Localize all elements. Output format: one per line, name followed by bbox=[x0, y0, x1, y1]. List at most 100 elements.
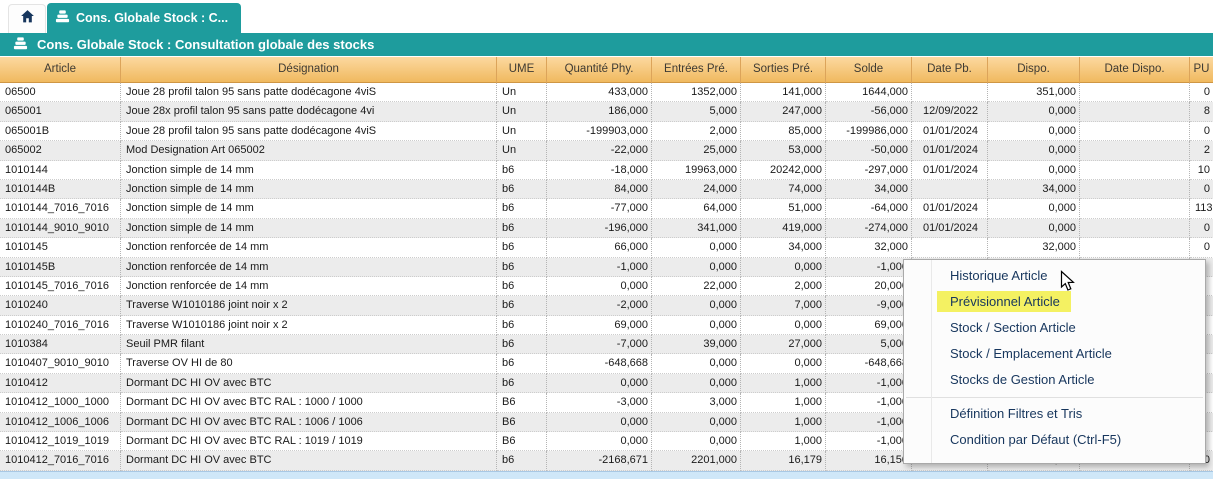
menu-item[interactable]: Stock / Emplacement Article bbox=[904, 341, 1205, 367]
cell-ume: B6 bbox=[497, 412, 547, 433]
cell-article: 1010412 bbox=[0, 373, 121, 394]
tab-home[interactable] bbox=[8, 4, 46, 33]
cell-qte_phy: 84,000 bbox=[547, 179, 652, 200]
cell-designation: Traverse W1010186 joint noir x 2 bbox=[121, 315, 497, 336]
cell-designation: Dormant DC HI OV avec BTC RAL : 1000 / 1… bbox=[121, 393, 497, 413]
cell-pu: 0 bbox=[1190, 238, 1213, 258]
tab-active-cons-globale-stock[interactable]: Cons. Globale Stock : C... × bbox=[47, 3, 250, 33]
cell-pu: 0 bbox=[1190, 83, 1213, 103]
cell-dispo: 0,000 bbox=[988, 199, 1080, 219]
cell-article: 065001B bbox=[0, 121, 121, 142]
cell-ume: b6 bbox=[497, 354, 547, 374]
column-header-sorties_pre[interactable]: Sorties Pré. bbox=[741, 57, 826, 83]
cell-dispo: 0,000 bbox=[988, 102, 1080, 122]
cell-sorties_pre: 53,000 bbox=[741, 141, 826, 161]
cell-date_dispo bbox=[1080, 218, 1190, 239]
column-header-date_pb[interactable]: Date Pb. bbox=[912, 57, 988, 83]
cell-qte_phy: 0,000 bbox=[547, 373, 652, 394]
table-row[interactable]: 065002 Mod Designation Art 065002 Un -22,00… bbox=[0, 141, 1213, 161]
cell-dispo: 351,000 bbox=[988, 83, 1080, 103]
column-header-solde[interactable]: Solde bbox=[826, 57, 912, 83]
cell-date_dispo bbox=[1080, 199, 1190, 219]
table-row[interactable]: 065001B Joue 28 profil talon 95 sans patt… bbox=[0, 121, 1213, 142]
cell-article: 1010384 bbox=[0, 335, 121, 355]
cell-sorties_pre: 1,000 bbox=[741, 373, 826, 394]
cell-sorties_pre: 1,000 bbox=[741, 412, 826, 433]
cell-designation: Traverse W1010186 joint noir x 2 bbox=[121, 296, 497, 316]
cell-date_pb: 01/01/2024 bbox=[912, 121, 988, 142]
cell-entrees_pre: 0,000 bbox=[652, 412, 741, 433]
cell-entrees_pre: 0,000 bbox=[652, 432, 741, 452]
cell-ume: b6 bbox=[497, 179, 547, 200]
context-menu: Historique Article Prévisionnel Article St… bbox=[903, 259, 1206, 464]
cell-designation: Joue 28x profil talon 95 sans patte dodé… bbox=[121, 102, 497, 122]
table-row[interactable]: 1010145 Jonction renforcée de 14 mm b6 66,0… bbox=[0, 238, 1213, 258]
cell-solde: -1,000 bbox=[826, 432, 912, 452]
column-header-pu[interactable]: PU bbox=[1190, 57, 1213, 83]
cell-designation: Jonction renforcée de 14 mm bbox=[121, 276, 497, 297]
cell-qte_phy: 433,000 bbox=[547, 83, 652, 103]
column-header-ume[interactable]: UME bbox=[497, 57, 547, 83]
cell-date_pb: 01/01/2024 bbox=[912, 160, 988, 180]
table-row[interactable]: 1010144 Jonction simple de 14 mm b6 -18,000… bbox=[0, 160, 1213, 180]
cell-solde: -1,000 bbox=[826, 412, 912, 433]
cell-pu: 0 bbox=[1190, 180, 1213, 200]
column-header-date_dispo[interactable]: Date Dispo. bbox=[1080, 57, 1190, 83]
cell-ume: b6 bbox=[497, 160, 547, 180]
cell-ume: b6 bbox=[497, 296, 547, 316]
cell-entrees_pre: 25,000 bbox=[652, 141, 741, 161]
cell-solde: -648,668 bbox=[826, 354, 912, 374]
cell-designation: Mod Designation Art 065002 bbox=[121, 141, 497, 161]
cell-ume: Un bbox=[497, 141, 547, 161]
cell-ume: Un bbox=[497, 102, 547, 122]
menu-item-label: Stock / Section Article bbox=[950, 320, 1076, 335]
table-row[interactable]: 1010144B Jonction simple de 14 mm b6 84,000… bbox=[0, 179, 1213, 200]
cell-pu: 0 bbox=[1190, 219, 1213, 239]
column-header-dispo[interactable]: Dispo. bbox=[988, 57, 1080, 83]
table-row[interactable]: 1010144_9010_9010 Jonction simple de 14 m… bbox=[0, 218, 1213, 239]
cell-date_dispo bbox=[1080, 238, 1190, 258]
cell-date_dispo bbox=[1080, 102, 1190, 122]
cell-qte_phy: 69,000 bbox=[547, 315, 652, 336]
menu-item[interactable]: Stock / Section Article bbox=[904, 315, 1205, 341]
column-header-designation[interactable]: Désignation bbox=[121, 57, 497, 83]
cell-date_dispo bbox=[1080, 83, 1190, 103]
table-row[interactable]: 06500 Joue 28 profil talon 95 sans patte … bbox=[0, 83, 1213, 103]
menu-item[interactable]: Stocks de Gestion Article bbox=[904, 367, 1205, 393]
cell-date_pb: 01/01/2024 bbox=[912, 218, 988, 239]
cell-ume: b6 bbox=[497, 373, 547, 394]
column-header-entrees_pre[interactable]: Entrées Pré. bbox=[652, 57, 741, 83]
menu-separator bbox=[906, 397, 1203, 398]
cell-sorties_pre: 51,000 bbox=[741, 199, 826, 219]
cell-ume: Un bbox=[497, 121, 547, 142]
cell-ume: b6 bbox=[497, 199, 547, 219]
cell-designation: Traverse OV HI de 80 bbox=[121, 354, 497, 374]
cell-pu: 0 bbox=[1190, 122, 1213, 142]
column-header-article[interactable]: Article bbox=[0, 57, 121, 83]
selected-row-partial[interactable] bbox=[0, 471, 1213, 479]
cell-solde: -64,000 bbox=[826, 199, 912, 219]
menu-item[interactable]: Prévisionnel Article bbox=[904, 289, 1205, 315]
cell-solde: -1,000 bbox=[826, 373, 912, 394]
close-icon[interactable]: × bbox=[242, 10, 251, 26]
cell-article: 1010412_1006_1006 bbox=[0, 412, 121, 433]
cell-designation: Dormant DC HI OV avec BTC RAL : 1006 / 1… bbox=[121, 412, 497, 433]
cell-solde: -274,000 bbox=[826, 218, 912, 239]
menu-item[interactable]: Condition par Défaut (Ctrl-F5) bbox=[904, 427, 1205, 453]
cell-article: 1010144 bbox=[0, 160, 121, 180]
table-row[interactable]: 065001 Joue 28x profil talon 95 sans patt… bbox=[0, 102, 1213, 122]
cell-date_pb bbox=[912, 179, 988, 200]
menu-item[interactable]: Historique Article bbox=[904, 263, 1205, 289]
cell-sorties_pre: 74,000 bbox=[741, 179, 826, 200]
cell-sorties_pre: 16,179 bbox=[741, 451, 826, 471]
cell-solde: 1644,000 bbox=[826, 83, 912, 103]
menu-item[interactable]: Définition Filtres et Tris bbox=[904, 401, 1205, 427]
cell-designation: Joue 28 profil talon 95 sans patte dodéc… bbox=[121, 83, 497, 103]
table-row[interactable]: 1010144_7016_7016 Jonction simple de 14 m… bbox=[0, 199, 1213, 219]
cell-sorties_pre: 7,000 bbox=[741, 296, 826, 316]
cell-ume: b6 bbox=[497, 451, 547, 471]
cell-solde: 69,000 bbox=[826, 315, 912, 336]
cell-article: 1010144_9010_9010 bbox=[0, 218, 121, 239]
cell-ume: b6 bbox=[497, 238, 547, 258]
column-header-qte_phy[interactable]: Quantité Phy. bbox=[547, 57, 652, 83]
